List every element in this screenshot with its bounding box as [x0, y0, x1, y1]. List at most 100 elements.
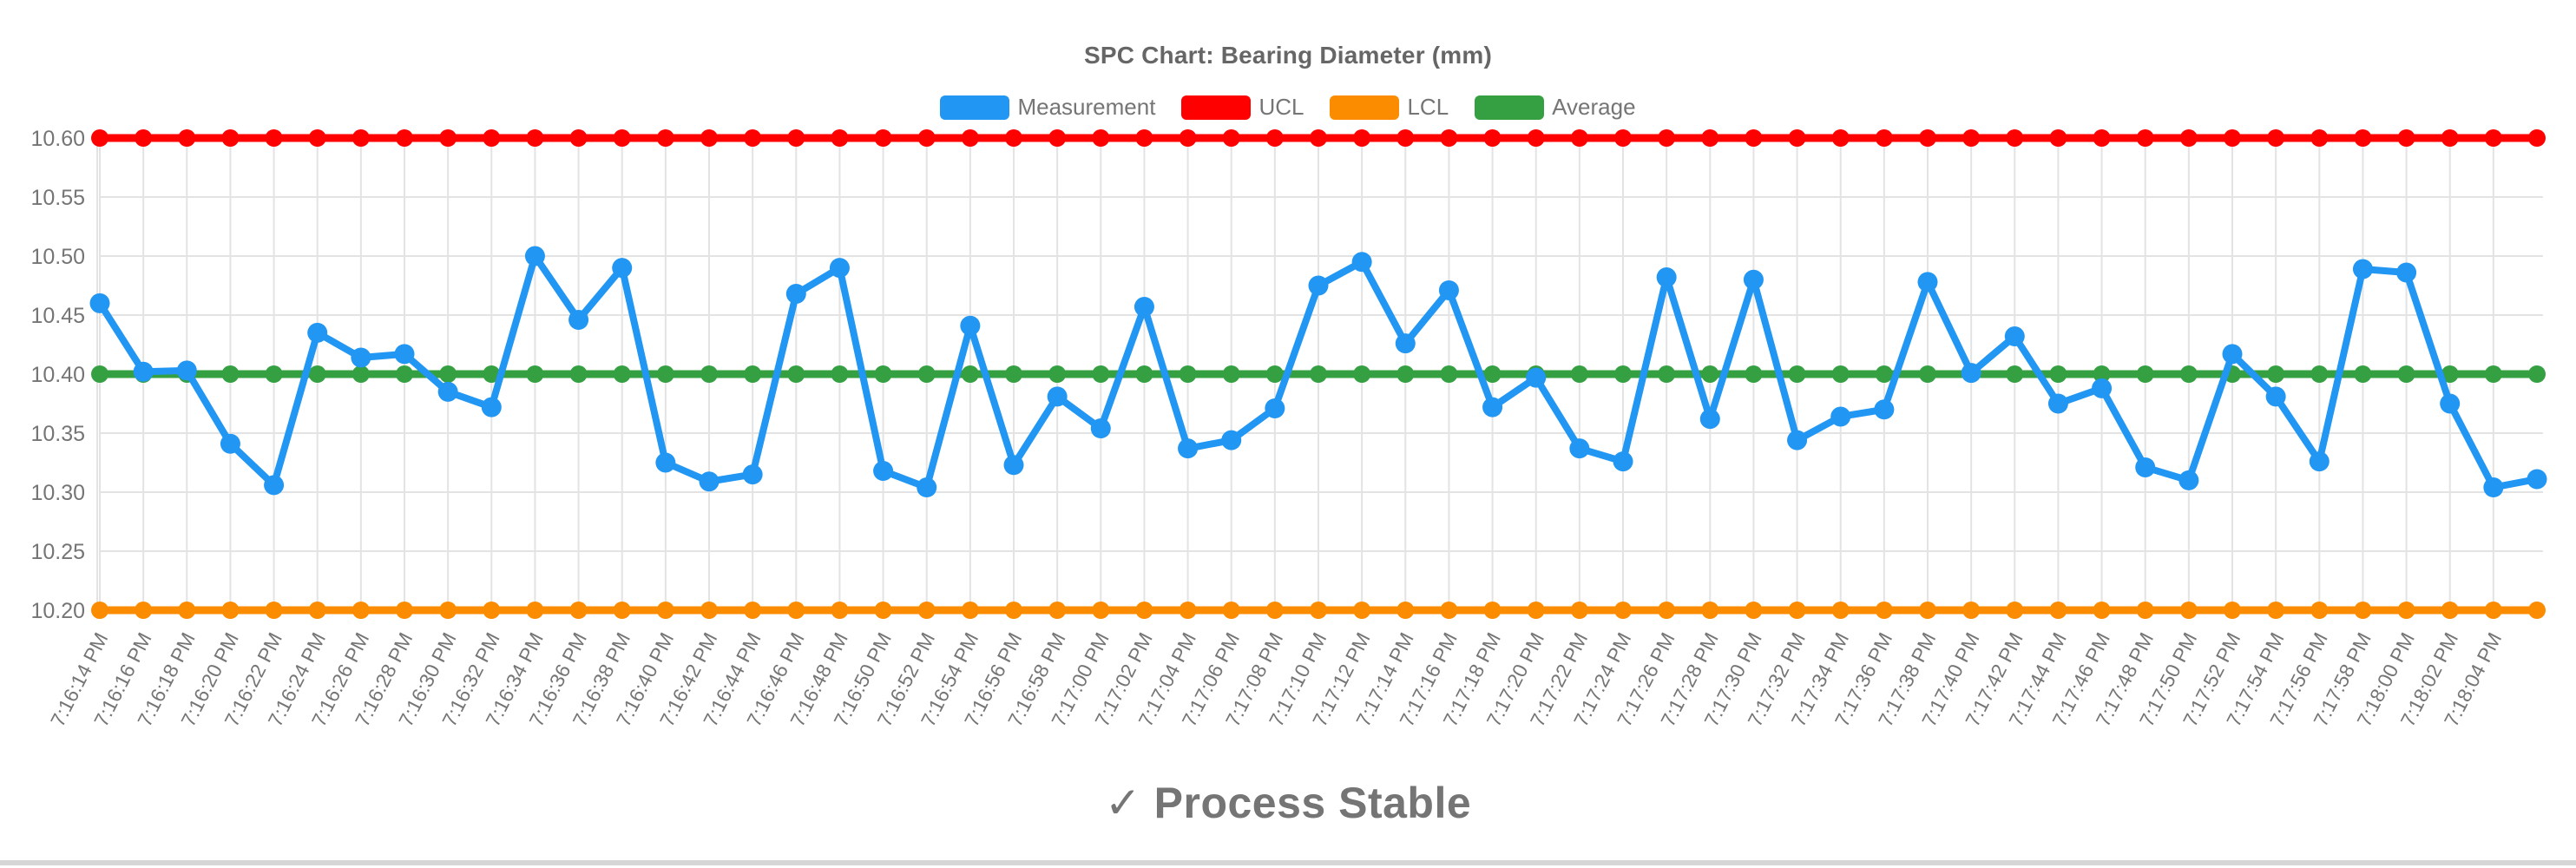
measurement-point[interactable] — [1308, 275, 1329, 296]
measurement-point[interactable] — [524, 246, 545, 266]
legend-item-average[interactable]: Average — [1475, 94, 1636, 121]
lcl-point — [308, 602, 326, 619]
measurement-point[interactable] — [2440, 393, 2461, 414]
average-point — [2093, 365, 2111, 383]
measurement-point[interactable] — [351, 347, 371, 368]
measurement-point[interactable] — [1526, 367, 1547, 388]
average-point — [2136, 365, 2154, 383]
lcl-point — [2310, 602, 2329, 619]
measurement-point[interactable] — [1961, 363, 1981, 384]
measurement-point[interactable] — [1699, 409, 1720, 430]
measurement-point[interactable] — [1917, 272, 1938, 293]
measurement-point[interactable] — [2222, 344, 2243, 365]
measurement-point[interactable] — [2178, 470, 2199, 490]
measurement-point[interactable] — [264, 475, 285, 496]
lcl-point — [352, 602, 370, 619]
ucl-point — [700, 129, 718, 147]
measurement-point[interactable] — [1613, 451, 1633, 472]
measurement-point[interactable] — [1134, 296, 1154, 317]
measurement-point[interactable] — [307, 322, 328, 343]
lcl-point — [1222, 602, 1240, 619]
measurement-point[interactable] — [2483, 477, 2504, 498]
legend-item-measurement[interactable]: Measurement — [940, 94, 1155, 121]
measurement-point[interactable] — [960, 315, 981, 336]
measurement-point[interactable] — [829, 258, 850, 279]
measurement-point[interactable] — [2396, 262, 2417, 283]
average-point — [91, 365, 108, 383]
lcl-point — [135, 602, 153, 619]
measurement-point[interactable] — [1047, 386, 1068, 407]
lcl-point — [1179, 602, 1197, 619]
average-point — [2006, 365, 2024, 383]
average-point — [1005, 365, 1022, 383]
lcl-point — [2397, 602, 2415, 619]
measurement-point[interactable] — [917, 477, 937, 498]
measurement-point[interactable] — [1656, 266, 1677, 287]
chart-legend: Measurement UCL LCL Average — [0, 94, 2576, 121]
ucl-point — [1048, 129, 1067, 147]
measurement-point[interactable] — [89, 293, 110, 313]
measurement-point[interactable] — [394, 344, 415, 365]
lcl-point — [2354, 602, 2372, 619]
measurement-point[interactable] — [1569, 438, 1590, 459]
measurement-point[interactable] — [785, 284, 806, 305]
ucl-point — [1745, 129, 1763, 147]
average-point — [1831, 365, 1850, 383]
measurement-point[interactable] — [1874, 399, 1895, 420]
measurement-point[interactable] — [1178, 438, 1199, 459]
lcl-point — [221, 602, 240, 619]
ucl-point — [1570, 129, 1588, 147]
measurement-point[interactable] — [2092, 378, 2113, 398]
ucl-point — [1483, 129, 1502, 147]
average-point — [1701, 365, 1719, 383]
measurement-point[interactable] — [2265, 386, 2286, 407]
measurement-point[interactable] — [742, 464, 763, 485]
measurement-point[interactable] — [1221, 430, 1242, 450]
measurement-point[interactable] — [612, 258, 633, 279]
measurement-point[interactable] — [1265, 398, 1285, 418]
measurement-point[interactable] — [437, 381, 458, 402]
average-point — [1875, 365, 1893, 383]
measurement-point[interactable] — [655, 452, 676, 473]
measurement-point[interactable] — [220, 433, 240, 454]
average-point — [2310, 365, 2329, 383]
measurement-point[interactable] — [1787, 430, 1808, 450]
measurement-point[interactable] — [2004, 326, 2025, 346]
legend-label-ucl: UCL — [1258, 94, 1304, 120]
average-point — [526, 365, 544, 383]
measurement-point[interactable] — [176, 360, 197, 381]
measurement-point[interactable] — [1438, 279, 1459, 300]
legend-item-lcl[interactable]: LCL — [1330, 94, 1449, 121]
status-text: ✓ Process Stable — [1104, 779, 1472, 827]
measurement-point[interactable] — [481, 397, 502, 418]
average-point — [1353, 365, 1371, 383]
measurement-point[interactable] — [1090, 418, 1111, 439]
lcl-point — [1005, 602, 1022, 619]
measurement-point[interactable] — [873, 461, 894, 482]
measurement-point[interactable] — [2135, 457, 2156, 477]
lcl-point — [2528, 602, 2546, 619]
legend-item-ucl[interactable]: UCL — [1181, 94, 1304, 121]
average-point — [1440, 365, 1458, 383]
ucl-point — [1831, 129, 1850, 147]
ucl-point — [1658, 129, 1676, 147]
measurement-point[interactable] — [2352, 259, 2373, 279]
measurement-point[interactable] — [1743, 269, 1764, 290]
ucl-point — [2310, 129, 2329, 147]
measurement-point[interactable] — [1482, 397, 1503, 418]
average-point — [2354, 365, 2372, 383]
ucl-point — [178, 129, 196, 147]
measurement-point[interactable] — [1830, 406, 1851, 427]
measurement-point[interactable] — [1395, 333, 1416, 354]
measurement-point[interactable] — [568, 309, 589, 330]
legend-swatch-measurement — [940, 95, 1010, 120]
measurement-point[interactable] — [133, 361, 154, 382]
measurement-point[interactable] — [2309, 451, 2330, 472]
measurement-point[interactable] — [1003, 455, 1024, 476]
measurement-point[interactable] — [1351, 252, 1372, 273]
measurement-point[interactable] — [2527, 469, 2547, 490]
ucl-point — [2441, 129, 2459, 147]
measurement-point[interactable] — [2047, 393, 2068, 414]
measurement-point[interactable] — [699, 471, 720, 492]
